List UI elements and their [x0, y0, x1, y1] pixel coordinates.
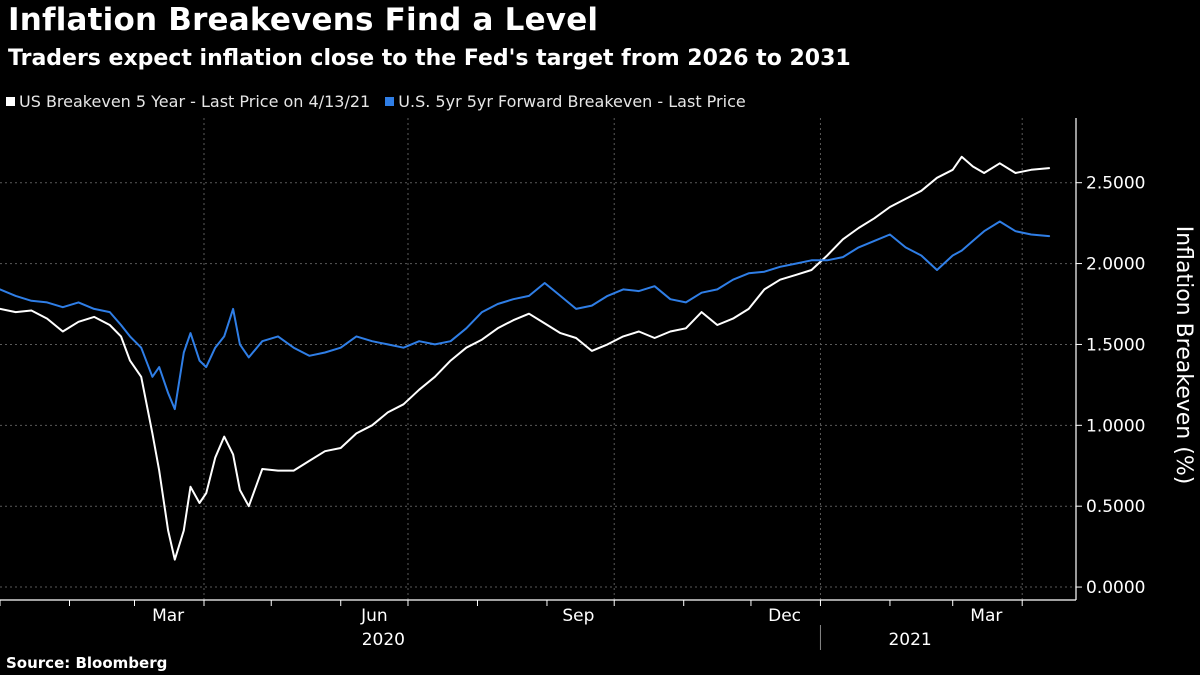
- legend: US Breakeven 5 Year - Last Price on 4/13…: [6, 91, 756, 111]
- chart-title: Inflation Breakevens Find a Level: [8, 2, 599, 38]
- legend-swatch-series1: [6, 97, 15, 106]
- chart-subtitle: Traders expect inflation close to the Fe…: [8, 46, 851, 71]
- x-year-label: 2020: [362, 630, 405, 650]
- legend-item-series2: U.S. 5yr 5yr Forward Breakeven - Last Pr…: [385, 92, 746, 111]
- y-tick-label: 1.5000: [1086, 335, 1145, 355]
- legend-label-series2: U.S. 5yr 5yr Forward Breakeven - Last Pr…: [398, 92, 746, 111]
- x-tick-label: Mar: [970, 606, 1002, 626]
- y-axis-label: Inflation Breakeven (%): [1171, 226, 1196, 485]
- source-note: Source: Bloomberg: [6, 654, 168, 672]
- x-tick-label: Sep: [562, 606, 594, 626]
- y-tick-label: 0.0000: [1086, 578, 1145, 598]
- legend-item-series1: US Breakeven 5 Year - Last Price on 4/13…: [6, 92, 370, 111]
- x-tick-label: Jun: [360, 606, 388, 626]
- x-tick-label: Dec: [768, 606, 801, 626]
- x-tick-label: Mar: [152, 606, 184, 626]
- x-year-label: 2021: [888, 630, 931, 650]
- axes: 0.0000 0.5000 1.0000 1.5000 2.0000 2.5000 Mar J…: [0, 118, 1145, 650]
- y-tick-label: 2.0000: [1086, 255, 1145, 275]
- legend-swatch-series2: [385, 97, 395, 106]
- y-tick-label: 0.5000: [1086, 497, 1145, 517]
- y-tick-label: 2.5000: [1086, 174, 1145, 194]
- grid-lines: [0, 118, 1076, 600]
- series-lines: [0, 155, 1051, 561]
- series-line-2: [0, 220, 1051, 411]
- series-line-1: [0, 155, 1051, 561]
- legend-label-series1: US Breakeven 5 Year - Last Price on 4/13…: [19, 92, 371, 111]
- y-tick-label: 1.0000: [1086, 416, 1145, 436]
